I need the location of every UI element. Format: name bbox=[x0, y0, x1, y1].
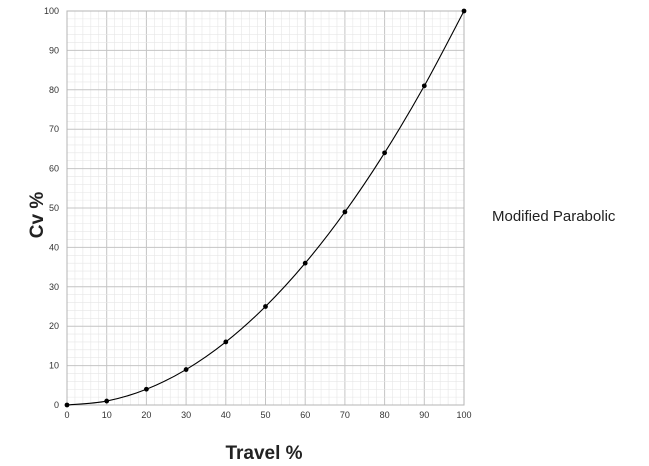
y-tick-label: 40 bbox=[49, 242, 59, 252]
grid bbox=[66, 10, 465, 406]
y-tick-label: 70 bbox=[49, 124, 59, 134]
x-tick-label: 100 bbox=[456, 410, 471, 420]
x-tick-label: 0 bbox=[64, 410, 69, 420]
y-axis-ticks: 0 10 20 30 40 50 60 70 80 90 100 bbox=[44, 6, 59, 410]
x-axis-title: Travel % bbox=[225, 443, 302, 464]
data-point bbox=[421, 83, 427, 89]
y-tick-label: 60 bbox=[49, 164, 59, 174]
y-tick-label: 100 bbox=[44, 6, 59, 16]
x-tick-label: 60 bbox=[300, 410, 310, 420]
x-tick-label: 40 bbox=[221, 410, 231, 420]
y-axis-title: Cv % bbox=[27, 192, 48, 239]
data-point bbox=[263, 304, 268, 309]
y-tick-label: 30 bbox=[49, 282, 59, 292]
legend-label: Modified Parabolic bbox=[492, 208, 616, 225]
x-tick-label: 90 bbox=[419, 410, 429, 420]
plot-border bbox=[66, 10, 465, 406]
series-line bbox=[66, 10, 465, 406]
data-point bbox=[461, 8, 467, 14]
data-point bbox=[223, 339, 229, 345]
data-point bbox=[183, 367, 189, 372]
x-tick-label: 80 bbox=[380, 410, 390, 420]
plot-frame bbox=[66, 10, 465, 406]
x-tick-label: 30 bbox=[181, 410, 191, 420]
y-tick-label: 90 bbox=[49, 45, 59, 55]
data-point bbox=[104, 398, 110, 404]
y-tick-label: 80 bbox=[49, 85, 59, 95]
x-tick-label: 20 bbox=[141, 410, 151, 420]
y-tick-label: 20 bbox=[49, 321, 59, 331]
x-tick-label: 10 bbox=[102, 410, 112, 420]
x-tick-label: 70 bbox=[340, 410, 350, 420]
data-point bbox=[342, 209, 348, 215]
y-tick-label: 50 bbox=[49, 203, 59, 213]
data-point bbox=[302, 260, 308, 266]
data-point bbox=[382, 150, 387, 156]
data-point bbox=[64, 402, 70, 408]
x-tick-label: 50 bbox=[260, 410, 270, 420]
y-tick-label: 0 bbox=[54, 400, 59, 410]
x-axis-ticks: 0 10 20 30 40 50 60 70 80 90 100 bbox=[64, 410, 471, 420]
series-layer bbox=[64, 8, 467, 408]
y-tick-label: 10 bbox=[49, 361, 59, 371]
data-point bbox=[144, 386, 149, 392]
